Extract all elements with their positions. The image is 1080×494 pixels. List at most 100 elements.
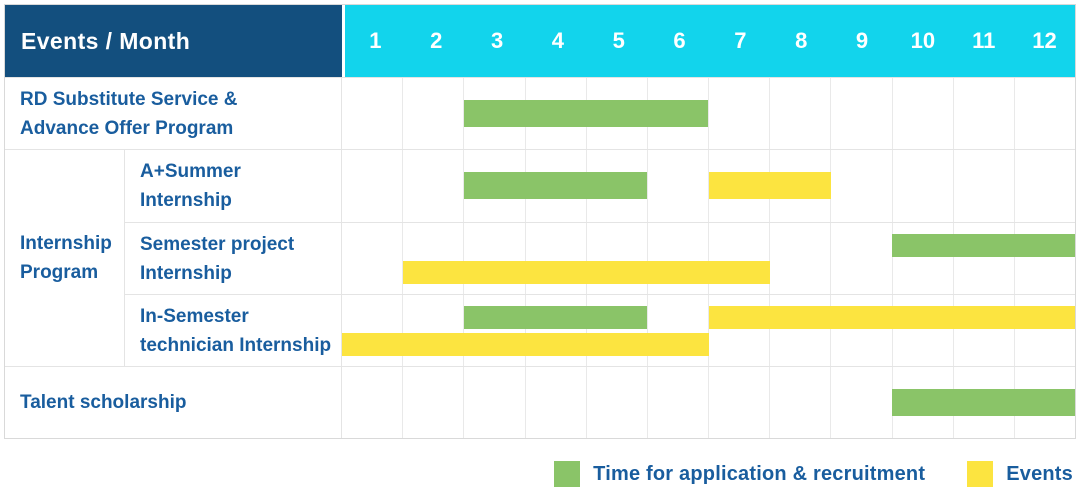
semester-project-internship-row: Semester project Internship bbox=[125, 222, 1075, 294]
month-cell bbox=[524, 295, 586, 366]
month-cell bbox=[769, 295, 830, 366]
month-cell bbox=[891, 150, 953, 222]
month-cell bbox=[342, 223, 402, 294]
legend-swatch-application-recruitment bbox=[554, 461, 581, 487]
month-cell bbox=[646, 150, 708, 222]
gantt-table: Events / Month 1 2 3 4 5 6 7 8 9 10 11 12 RD Substi… bbox=[4, 4, 1076, 439]
month-cell bbox=[646, 223, 708, 294]
month-header-6: 6 bbox=[673, 28, 686, 53]
internship-program-label-text: Program bbox=[20, 262, 99, 283]
month-cell bbox=[769, 78, 830, 149]
rd-substitute-service-label: RD Substitute Service & Advance Offer Pro… bbox=[5, 78, 342, 149]
month-cell bbox=[646, 295, 708, 366]
month-cell bbox=[1013, 295, 1075, 366]
semester-project-internship-chart-area bbox=[342, 223, 1075, 294]
gantt-bar-green bbox=[891, 234, 1075, 257]
month-header-9: 9 bbox=[855, 28, 869, 53]
month-header-12: 12 bbox=[1032, 28, 1057, 53]
month-cell bbox=[585, 295, 647, 366]
gantt-body: RD Substitute Service & Advance Offer Pro… bbox=[5, 77, 1075, 438]
internship-program-rows: A+Summer Internship Semester project Intern… bbox=[125, 150, 1075, 366]
rd-substitute-service-row: RD Substitute Service & Advance Offer Pro… bbox=[5, 77, 1075, 149]
in-semester-technician-internship-row: In-Semester technician Internship bbox=[125, 294, 1075, 366]
internship-program-label: Internship Program bbox=[5, 150, 125, 366]
a-plus-summer-internship-label-text: Internship bbox=[140, 190, 232, 211]
month-header-1: 1 bbox=[369, 28, 382, 53]
month-header-8: 8 bbox=[795, 28, 808, 53]
month-cell bbox=[524, 367, 586, 438]
month-cell bbox=[830, 367, 891, 438]
month-header-3: 3 bbox=[490, 28, 504, 53]
month-cell bbox=[891, 295, 953, 366]
gantt-bar-green bbox=[464, 100, 709, 127]
rd-substitute-service-chart-area bbox=[342, 78, 1075, 149]
month-cell bbox=[891, 78, 953, 149]
month-cell bbox=[402, 367, 463, 438]
month-cell bbox=[708, 223, 769, 294]
semester-project-internship-label-text: Semester project bbox=[140, 233, 295, 255]
gantt-bar-green bbox=[464, 172, 648, 199]
month-cell bbox=[1013, 150, 1075, 222]
month-cell bbox=[342, 78, 402, 149]
month-cell bbox=[952, 223, 1014, 294]
rd-substitute-service-label-text: RD Substitute Service & bbox=[20, 88, 238, 110]
month-cell bbox=[891, 223, 953, 294]
a-plus-summer-internship-row: A+Summer Internship bbox=[125, 150, 1075, 222]
a-plus-summer-internship-label-text: A+Summer bbox=[140, 161, 241, 182]
internship-program-label-text: Internship bbox=[20, 233, 112, 254]
month-cell bbox=[769, 223, 830, 294]
month-cell bbox=[463, 367, 524, 438]
talent-scholarship-label-text: Talent scholarship bbox=[20, 392, 187, 413]
talent-scholarship-label: Talent scholarship bbox=[5, 367, 342, 438]
events-month-title: Events / Month bbox=[21, 27, 191, 54]
internship-program-group: Internship Program A+Summer Internship Semes… bbox=[5, 149, 1075, 366]
in-semester-technician-internship-chart-area bbox=[342, 295, 1075, 366]
legend-label-events: Events bbox=[1006, 462, 1073, 485]
a-plus-summer-internship-chart-area bbox=[342, 150, 1075, 222]
month-header-4: 4 bbox=[551, 28, 565, 53]
talent-scholarship-chart-area bbox=[342, 367, 1075, 438]
gantt-bar-green bbox=[891, 389, 1075, 416]
month-cell bbox=[1013, 223, 1075, 294]
month-cell bbox=[402, 223, 463, 294]
events-month-header-cell: Events / Month bbox=[5, 5, 342, 77]
month-cell bbox=[342, 150, 402, 222]
gantt-bar-green bbox=[464, 306, 648, 329]
month-cell bbox=[646, 367, 708, 438]
in-semester-technician-internship-label-text: In-Semester bbox=[140, 305, 249, 327]
gantt-bar-yellow bbox=[708, 172, 831, 199]
in-semester-technician-internship-label-text: technician Internship bbox=[140, 334, 332, 356]
month-cell bbox=[830, 78, 891, 149]
month-cell bbox=[1013, 78, 1075, 149]
month-cell bbox=[952, 295, 1014, 366]
gantt-bar-yellow bbox=[403, 261, 770, 284]
legend-swatch-events bbox=[967, 461, 994, 487]
table-header-row: Events / Month 1 2 3 4 5 6 7 8 9 10 11 12 bbox=[5, 5, 1075, 77]
semester-project-internship-label-text: Internship bbox=[140, 262, 232, 284]
month-header-strip: 1 2 3 4 5 6 7 8 9 10 11 12 bbox=[342, 5, 1075, 77]
gantt-bar-yellow bbox=[708, 306, 1075, 329]
month-cell bbox=[463, 295, 524, 366]
month-cell bbox=[708, 295, 769, 366]
month-cell bbox=[342, 367, 402, 438]
month-header-2: 2 bbox=[430, 28, 443, 53]
month-cell bbox=[402, 78, 463, 149]
gantt-bar-yellow bbox=[342, 333, 709, 356]
in-semester-technician-internship-label: In-Semester technician Internship bbox=[125, 295, 342, 366]
month-cell bbox=[952, 78, 1014, 149]
month-cell bbox=[830, 150, 891, 222]
legend: Time for application & recruitment Event… bbox=[554, 461, 1073, 487]
month-header-7: 7 bbox=[734, 28, 747, 53]
month-cell bbox=[952, 150, 1014, 222]
talent-scholarship-row: Talent scholarship bbox=[5, 366, 1075, 438]
month-cell bbox=[463, 223, 524, 294]
month-cell bbox=[402, 150, 463, 222]
a-plus-summer-internship-label: A+Summer Internship bbox=[125, 150, 342, 222]
month-cell bbox=[585, 223, 647, 294]
month-cell bbox=[830, 223, 891, 294]
month-cell bbox=[463, 150, 524, 222]
month-header-10: 10 bbox=[910, 28, 936, 53]
month-header-5: 5 bbox=[612, 28, 625, 53]
legend-label-application-recruitment: Time for application & recruitment bbox=[593, 462, 926, 485]
